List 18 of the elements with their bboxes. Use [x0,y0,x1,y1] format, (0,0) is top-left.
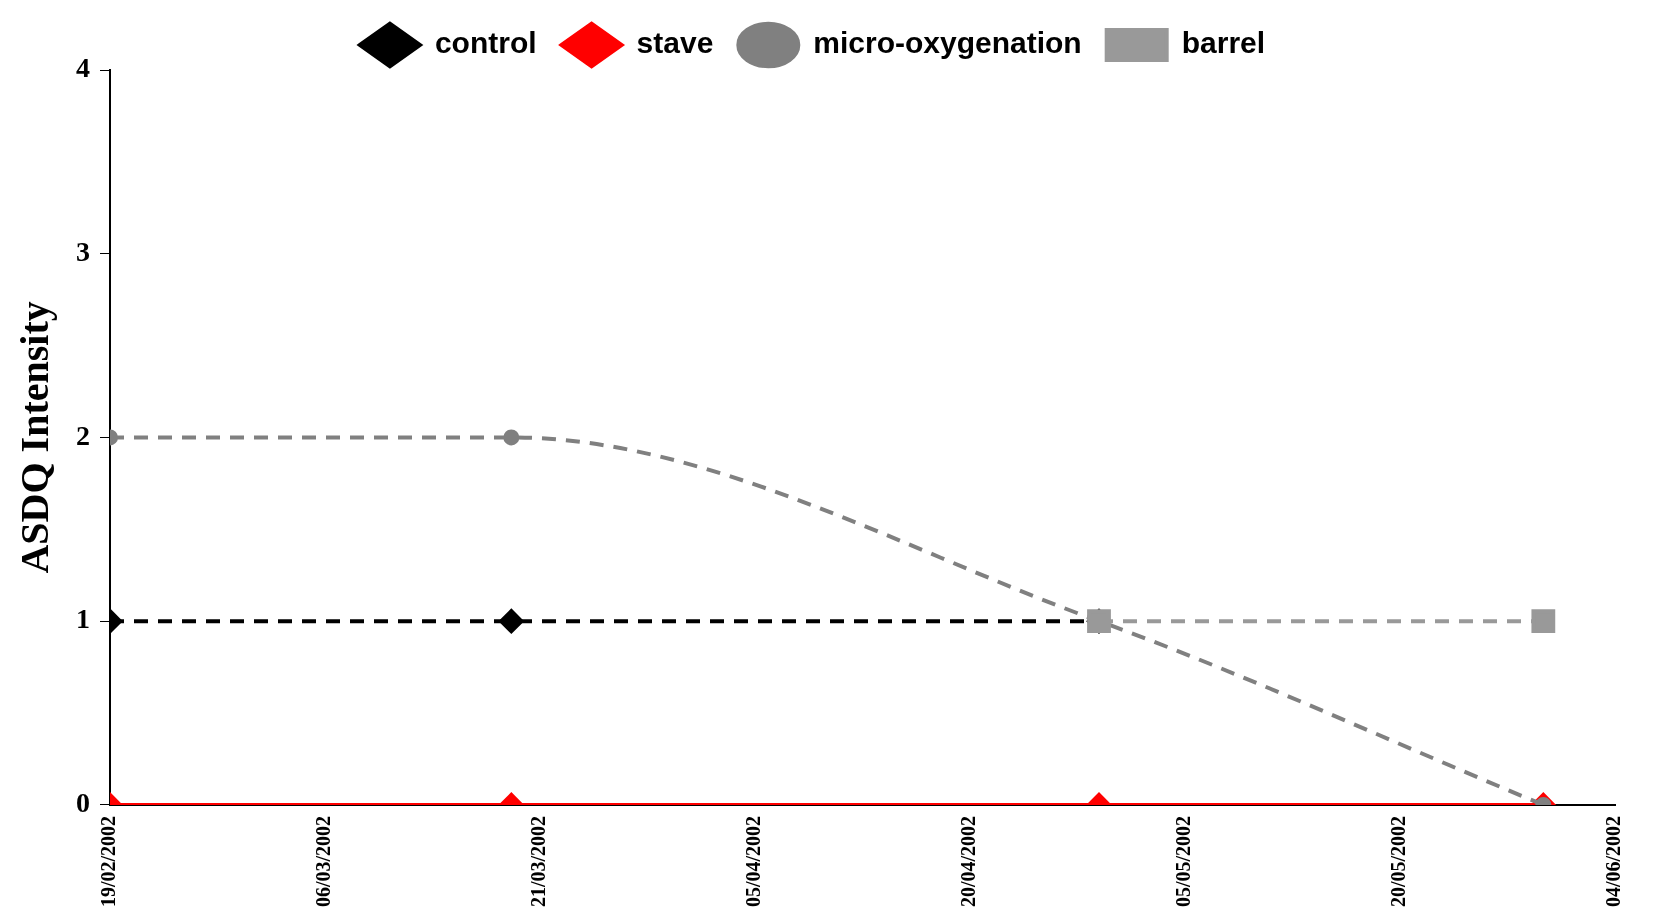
x-tick-label: 20/04/2002 [957,815,980,908]
x-tick-label: 06/03/2002 [312,815,335,908]
legend-label: micro-oxygenation [813,26,1082,60]
y-tick-label: 2 [76,419,90,451]
x-tick-label: 20/05/2002 [1387,815,1410,908]
legend-label: stave [636,26,714,60]
y-tick-label: 4 [76,52,90,84]
x-tick-label: 05/05/2002 [1172,815,1195,908]
x-tick-label: 21/03/2002 [527,815,550,908]
y-axis-title: ASDQ Intensity [12,301,58,574]
x-tick-label: 19/02/2002 [97,815,120,908]
legend-label: barrel [1181,26,1266,60]
y-tick-label: 1 [76,603,90,635]
y-tick-label: 0 [76,787,90,819]
legend-label: control [434,26,537,60]
x-tick-label: 05/04/2002 [742,815,765,908]
x-tick-label: 04/06/2002 [1602,815,1625,908]
y-tick-label: 3 [76,235,90,267]
